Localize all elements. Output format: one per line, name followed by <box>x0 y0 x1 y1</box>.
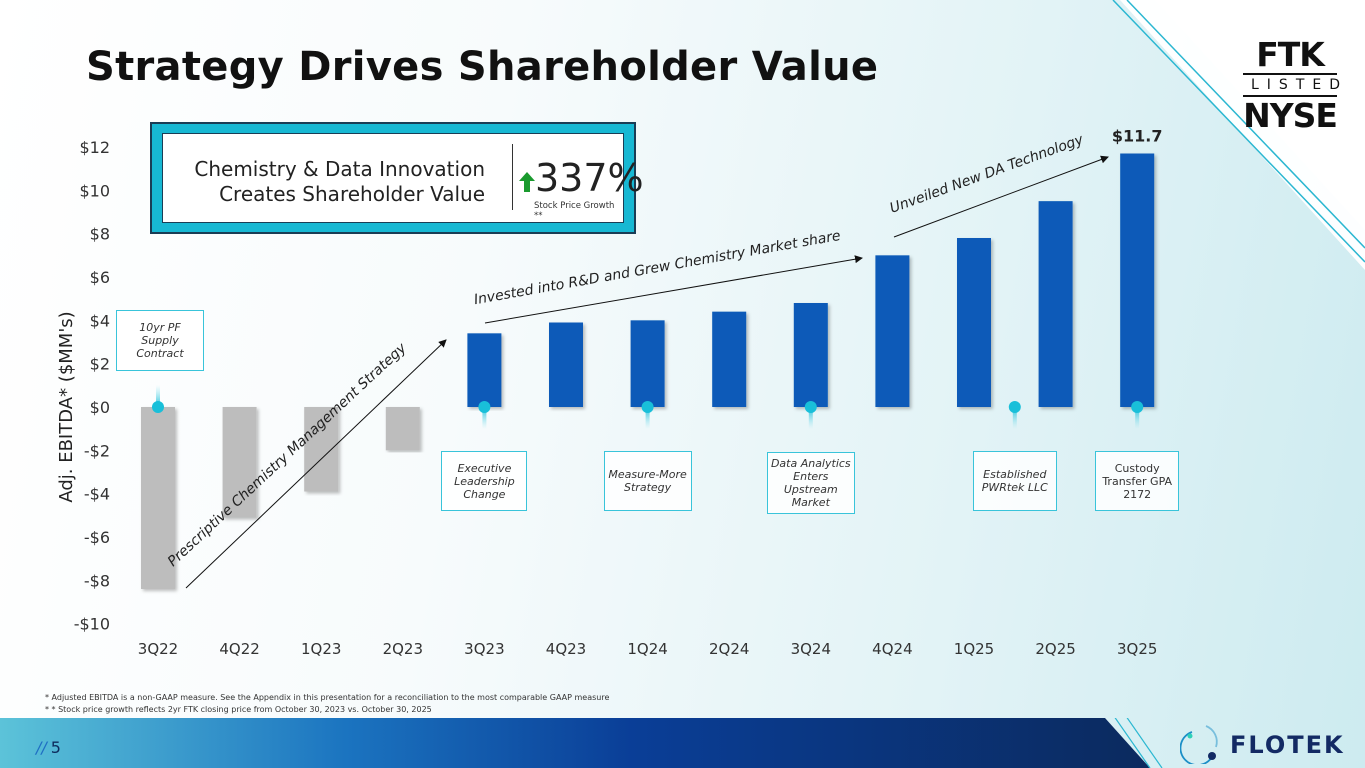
page-number-value: 5 <box>50 738 61 757</box>
event-label-text: Executive Leadership Change <box>454 461 515 501</box>
nyse-listing-badge: FTK LISTED NYSE <box>1243 35 1340 135</box>
x-tick-label: 1Q24 <box>627 640 667 658</box>
x-tick-label: 4Q23 <box>546 640 586 658</box>
y-axis-label: Adj. EBITDA* ($MM's) <box>56 311 77 502</box>
event-label-box: Established PWRtek LLC <box>972 451 1057 511</box>
y-tick-label: $12 <box>79 138 110 157</box>
bar-1q25 <box>957 238 991 407</box>
event-pin-dot <box>478 401 491 413</box>
listing-ticker: FTK <box>1256 35 1325 74</box>
slide-title: Strategy Drives Shareholder Value <box>86 44 879 90</box>
trend-arrow <box>185 339 447 589</box>
y-tick-label: $6 <box>90 268 110 287</box>
bar-3q23 <box>467 333 502 407</box>
y-tick-label: -$10 <box>74 615 110 634</box>
y-tick-label: $10 <box>79 181 110 200</box>
y-tick-label: $4 <box>90 311 110 330</box>
ebitda-bar-chart: $12 $10 $8 $6 $4 $2 $0 -$2 -$4 -$6 -$8 -$10 3Q22 4Q2… <box>56 127 1163 659</box>
trend-arrow <box>893 155 1109 238</box>
trend-annotation: Invested into R&D and Grew Chemistry Mar… <box>473 228 842 308</box>
event-pin-dot <box>804 401 817 413</box>
event-label-text: 10yr PF Supply Contract <box>136 321 184 360</box>
event-label-box: 10yr PF Supply Contract <box>116 310 204 371</box>
x-tick-label: 1Q23 <box>301 640 341 658</box>
x-tick-label: 4Q22 <box>219 640 259 658</box>
stock-growth-label: Stock Price Growth ** <box>534 201 615 221</box>
x-tick-label: 3Q22 <box>138 640 178 658</box>
x-tick-label: 3Q23 <box>464 640 504 658</box>
x-tick-label: 1Q25 <box>954 640 994 658</box>
footer-bar <box>0 718 1163 768</box>
x-tick-label: 2Q25 <box>1035 640 1075 658</box>
bar-3q25 <box>1120 153 1155 407</box>
event-label-text: Data Analytics Enters Upstream Market <box>770 457 851 509</box>
page-prefix: // <box>36 738 47 757</box>
page-number: //5 <box>36 738 61 757</box>
footnote-ebitda: * Adjusted EBITDA is a non-GAAP measure.… <box>45 693 610 702</box>
trend-arrow <box>484 255 863 324</box>
event-label-box: Executive Leadership Change <box>441 451 528 511</box>
y-tick-label: -$2 <box>84 441 110 460</box>
callout-panel: Chemistry & Data Innovation Creates Shar… <box>162 133 644 223</box>
callout-line-1: Chemistry & Data Innovation <box>194 157 485 181</box>
flotek-logo-icon <box>1180 725 1218 764</box>
event-label-box: Measure-More Strategy <box>603 451 692 511</box>
bar-3q24 <box>793 303 828 407</box>
y-tick-label: $8 <box>90 225 110 244</box>
y-tick-label: $0 <box>90 398 110 417</box>
event-label-text: Measure-More Strategy <box>608 468 687 494</box>
bar-2q23 <box>385 407 420 451</box>
bar-4q22 <box>222 407 257 518</box>
x-tick-label: 2Q23 <box>383 640 423 658</box>
listing-exchange: NYSE <box>1243 96 1338 135</box>
data-label: $11.7 <box>1112 127 1163 146</box>
listing-label: LISTED <box>1243 73 1340 97</box>
bar-3q22 <box>141 407 175 589</box>
event-pin-stem <box>1135 407 1140 429</box>
bar-2q25 <box>1038 201 1073 407</box>
callout-text: Chemistry & Data Innovation Creates Shar… <box>194 157 485 207</box>
y-tick-label: -$8 <box>84 571 110 590</box>
event-pin-stem <box>482 407 487 429</box>
event-label-box: Custody Transfer GPA 2172 <box>1095 451 1180 511</box>
event-pin-dot <box>1008 401 1021 413</box>
y-tick-label: -$6 <box>84 528 110 547</box>
footnote-stock-price: * * Stock price growth reflects 2yr FTK … <box>45 705 432 714</box>
callout-line-2: Creates Shareholder Value <box>219 182 485 206</box>
event-pin-dot <box>152 401 164 413</box>
bar-1q24 <box>630 320 665 407</box>
event-label-box: Data Analytics Enters Upstream Market <box>766 452 855 514</box>
x-tick-label: 3Q25 <box>1117 640 1157 658</box>
brand-name: FLOTEK <box>1230 731 1345 759</box>
shareholder-value-callout: Chemistry & Data Innovation Creates Shar… <box>150 122 644 234</box>
bar-4q23 <box>549 322 583 407</box>
up-arrow-icon <box>519 172 535 192</box>
event-pin-dot <box>1131 401 1144 413</box>
event-pin-stem <box>1012 407 1017 429</box>
bar-1q23 <box>304 407 339 492</box>
event-label-text: Established PWRtek LLC <box>981 468 1048 494</box>
trend-annotation: Prescriptive Chemistry Management Strate… <box>165 340 410 570</box>
bar-2q24 <box>712 311 747 407</box>
event-pin-dot <box>641 401 654 413</box>
event-pin-stem <box>645 407 650 429</box>
x-tick-label: 3Q24 <box>791 640 831 658</box>
x-tick-label: 2Q24 <box>709 640 749 658</box>
bar-4q24 <box>875 255 910 407</box>
y-tick-label: $2 <box>90 355 110 374</box>
callout-divider <box>512 144 513 210</box>
event-pin-stem <box>808 407 813 429</box>
event-pin-stem <box>156 385 160 407</box>
y-tick-label: -$4 <box>84 485 110 504</box>
stock-growth-value: 337% <box>535 156 644 200</box>
event-label-text: Custody Transfer GPA 2172 <box>1102 461 1173 501</box>
x-tick-label: 4Q24 <box>872 640 912 658</box>
